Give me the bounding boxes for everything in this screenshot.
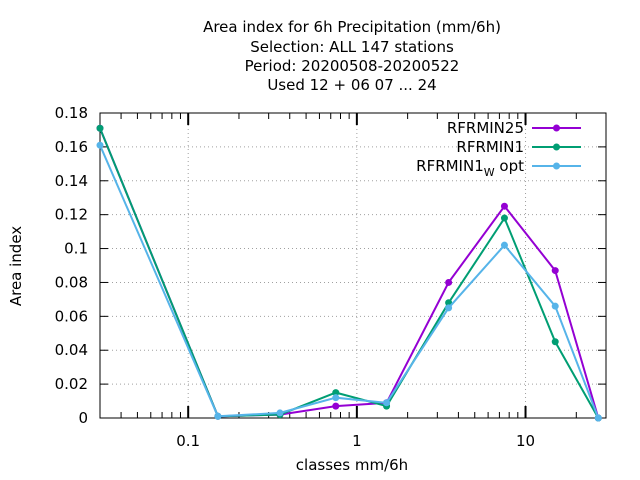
data-point xyxy=(551,267,559,275)
y-tick-label: 0 xyxy=(78,409,88,427)
y-tick-label: 0.08 xyxy=(55,273,88,291)
x-tick-label: 0.1 xyxy=(176,432,200,450)
data-point xyxy=(500,214,508,222)
data-point xyxy=(445,278,453,286)
data-point xyxy=(276,409,284,417)
y-tick-label: 0.06 xyxy=(55,307,88,325)
x-tick-label: 1 xyxy=(352,432,362,450)
legend-marker xyxy=(553,143,560,151)
data-point xyxy=(332,402,340,410)
data-point xyxy=(551,338,559,346)
legend-item: RFRMIN25 xyxy=(447,119,581,137)
y-tick-label: 0.16 xyxy=(55,138,88,156)
x-axis-label: classes mm/6h xyxy=(296,456,408,474)
data-point xyxy=(551,302,559,310)
grid xyxy=(100,113,606,418)
y-tick-label: 0.18 xyxy=(55,104,88,122)
x-tick-label: 10 xyxy=(516,432,535,450)
legend-item: RFRMIN1W opt xyxy=(416,157,581,179)
data-point xyxy=(383,399,391,407)
chart-title: Area index for 6h Precipitation (mm/6h) … xyxy=(203,18,501,94)
legend-item: RFRMIN1 xyxy=(456,138,581,156)
data-point xyxy=(96,124,104,132)
y-tick-label: 0.02 xyxy=(55,375,88,393)
series-layer xyxy=(96,124,602,422)
legend-label: RFRMIN25 xyxy=(447,119,524,137)
y-tick-label: 0.12 xyxy=(55,206,88,224)
legend-label: RFRMIN1W opt xyxy=(416,157,524,179)
legend-label-subscript: W xyxy=(484,166,495,179)
series-line xyxy=(99,144,600,419)
legend-label-tail: opt xyxy=(495,157,524,175)
legend-marker xyxy=(553,162,560,170)
y-axis-label: Area index xyxy=(7,226,25,306)
legend-label: RFRMIN1 xyxy=(456,138,524,156)
axis-ticks xyxy=(100,112,606,419)
legend-label-main: RFRMIN25 xyxy=(447,119,524,137)
title-line-2: Selection: ALL 147 stations xyxy=(250,38,454,56)
data-point xyxy=(332,389,340,397)
title-line-4: Used 12 + 06 07 ... 24 xyxy=(267,76,436,94)
legend-label-main: RFRMIN1 xyxy=(416,157,484,175)
legend-marker xyxy=(553,124,560,132)
data-point xyxy=(214,412,222,420)
data-point xyxy=(594,414,602,422)
legend-label-main: RFRMIN1 xyxy=(456,138,524,156)
y-tick-label: 0.04 xyxy=(55,341,88,359)
data-point xyxy=(500,202,508,210)
series-3 xyxy=(96,141,602,422)
y-tick-label: 0.14 xyxy=(55,172,88,190)
tick-labels: 0 0.02 0.04 0.06 0.08 0.1 0.12 0.14 0.16 0.18 0.1 1… xyxy=(55,104,535,450)
data-point xyxy=(500,241,508,249)
plot-frame xyxy=(99,112,607,419)
data-point xyxy=(445,304,453,312)
data-point xyxy=(96,141,104,149)
title-line-1: Area index for 6h Precipitation (mm/6h) xyxy=(203,18,501,36)
y-tick-label: 0.1 xyxy=(64,240,88,258)
data-point xyxy=(332,394,340,402)
title-line-3: Period: 20200508-20200522 xyxy=(245,57,460,75)
